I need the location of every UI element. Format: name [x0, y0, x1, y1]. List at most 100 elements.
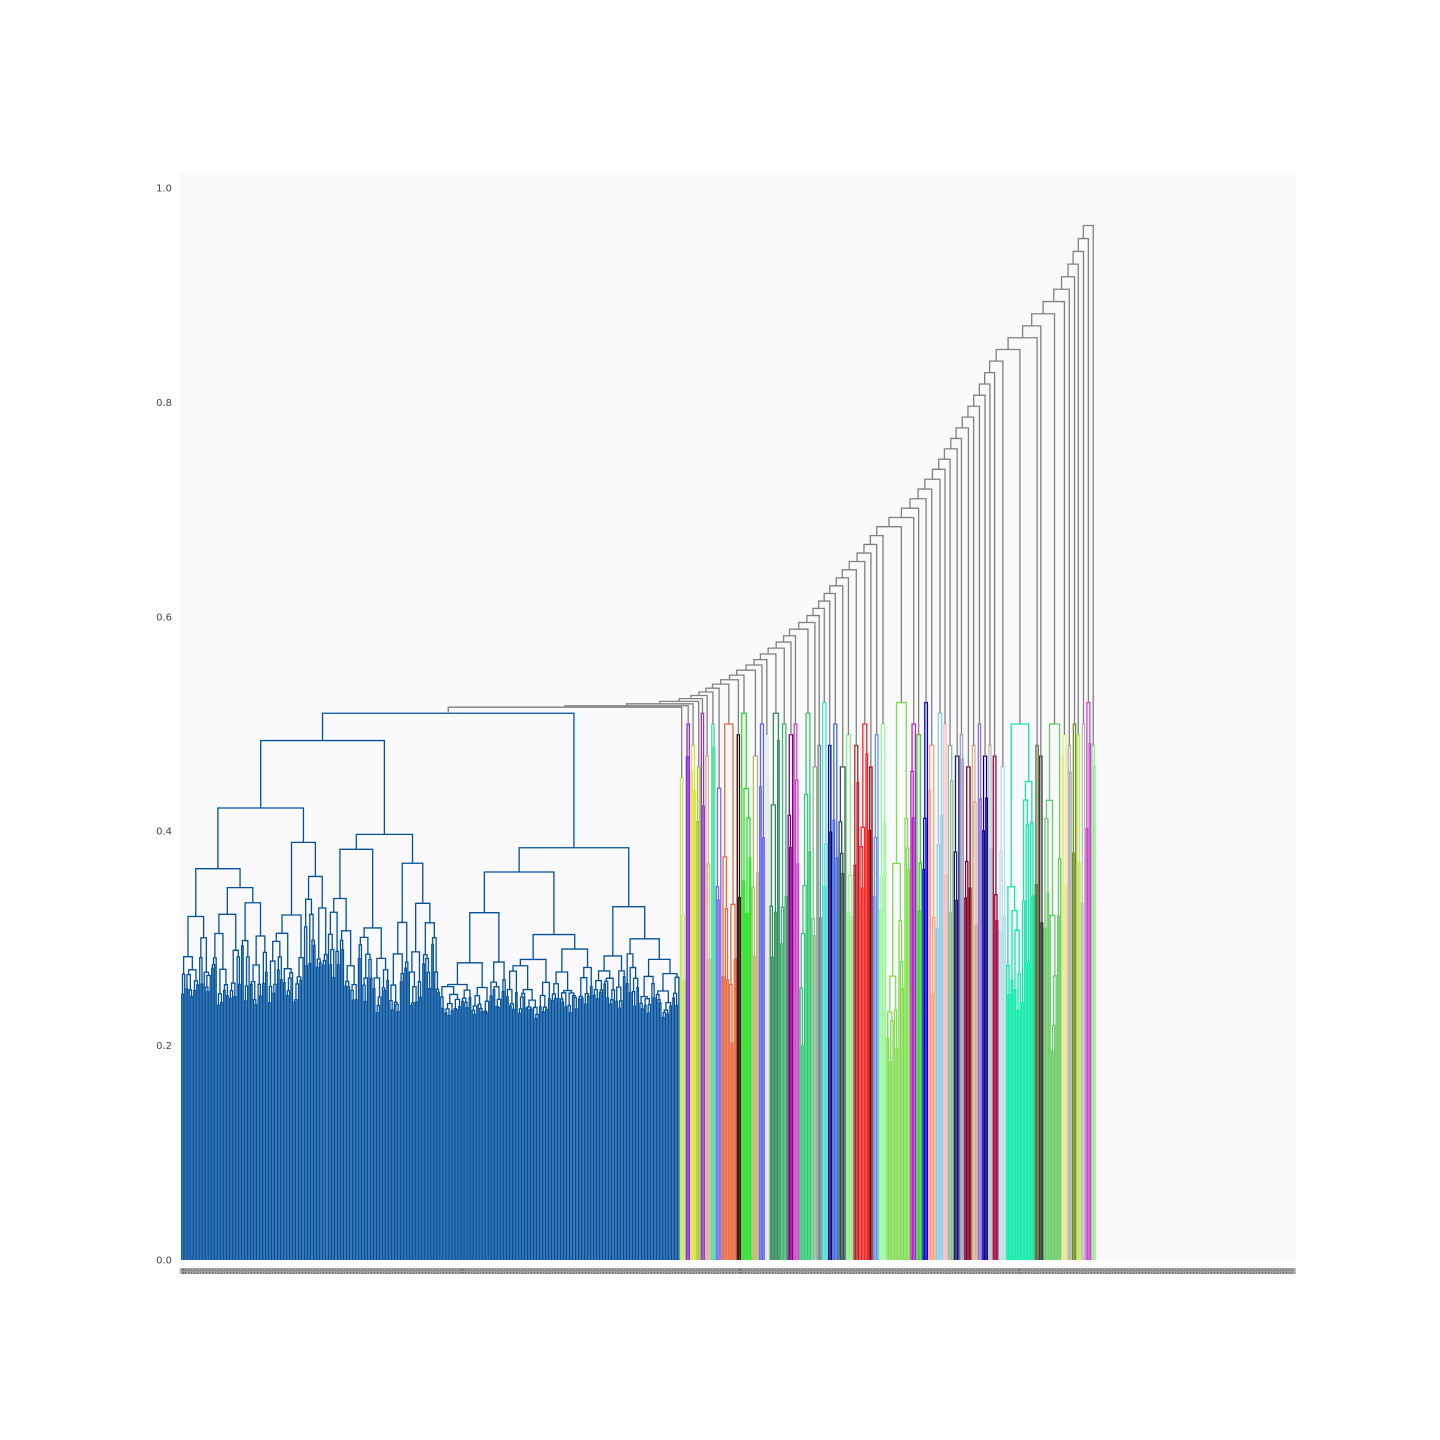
leaf-label-494: 00 [919, 1268, 925, 1274]
leaf-label-161: 00 [420, 1268, 426, 1274]
leaf-label-7: 00 [190, 1268, 196, 1274]
leaf-label-433: 00 [828, 1268, 834, 1274]
leaf-label-499: 00 [926, 1268, 932, 1274]
leaf-label-233: 00 [528, 1268, 534, 1274]
leaf-label-200: 00 [479, 1268, 485, 1274]
leaf-label-33: 00 [229, 1268, 235, 1274]
leaf-label-384: 00 [754, 1268, 760, 1274]
leaf-label-91: 00 [316, 1268, 322, 1274]
leaf-label-613: 00 [1097, 1268, 1103, 1274]
leaf-label-263: 00 [573, 1268, 579, 1274]
leaf-label-688: 00 [1209, 1268, 1215, 1274]
leaf-label-559: 00 [1016, 1268, 1022, 1274]
leaf-label-436: 00 [832, 1268, 838, 1274]
leaf-label-334: 00 [679, 1268, 685, 1274]
leaf-label-209: 00 [492, 1268, 498, 1274]
leaf-label-78: 00 [296, 1268, 302, 1274]
leaf-label-508: 00 [940, 1268, 946, 1274]
leaf-label-428: 00 [820, 1268, 826, 1274]
leaf-label-46: 00 [248, 1268, 254, 1274]
leaf-label-600: 00 [1078, 1268, 1084, 1274]
leaf-label-689: 00 [1211, 1268, 1217, 1274]
leaf-label-119: 00 [357, 1268, 363, 1274]
leaf-label-114: 00 [350, 1268, 356, 1274]
leaf-label-526: 00 [967, 1268, 973, 1274]
leaf-label-632: 00 [1126, 1268, 1132, 1274]
leaf-label-577: 00 [1043, 1268, 1049, 1274]
leaf-label-411: 00 [795, 1268, 801, 1274]
leaf-label-234: 00 [530, 1268, 536, 1274]
leaf-label-163: 00 [423, 1268, 429, 1274]
leaf-label-679: 00 [1196, 1268, 1202, 1274]
leaf-label-280: 00 [599, 1268, 605, 1274]
leaf-label-588: 00 [1060, 1268, 1066, 1274]
leaf-label-336: 00 [682, 1268, 688, 1274]
leaf-label-609: 00 [1091, 1268, 1097, 1274]
leaf-label-238: 00 [536, 1268, 542, 1274]
leaf-label-279: 00 [597, 1268, 603, 1274]
leaf-label-157: 00 [414, 1268, 420, 1274]
leaf-label-291: 00 [615, 1268, 621, 1274]
leaf-label-568: 00 [1030, 1268, 1036, 1274]
leaf-label-594: 00 [1069, 1268, 1075, 1274]
leaf-label-475: 00 [890, 1268, 896, 1274]
leaf-label-458: 00 [865, 1268, 871, 1274]
leaf-label-701: 00 [1229, 1268, 1235, 1274]
leaf-label-715: 00 [1250, 1268, 1256, 1274]
leaf-label-695: 00 [1220, 1268, 1226, 1274]
leaf-label-555: 00 [1010, 1268, 1016, 1274]
leaf-label-341: 00 [690, 1268, 696, 1274]
leaf-label-45: 00 [247, 1268, 253, 1274]
leaf-label-363: 00 [723, 1268, 729, 1274]
leaf-label-168: 00 [431, 1268, 437, 1274]
leaf-label-313: 00 [648, 1268, 654, 1274]
leaf-label-698: 00 [1224, 1268, 1230, 1274]
leaf-label-183: 00 [453, 1268, 459, 1274]
leaf-label-58: 00 [266, 1268, 272, 1274]
leaf-label-208: 00 [491, 1268, 497, 1274]
leaf-label-327: 00 [669, 1268, 675, 1274]
leaf-label-287: 00 [609, 1268, 615, 1274]
leaf-label-147: 00 [399, 1268, 405, 1274]
leaf-label-693: 00 [1217, 1268, 1223, 1274]
leaf-label-357: 00 [714, 1268, 720, 1274]
leaf-label-354: 00 [709, 1268, 715, 1274]
leaf-label-449: 00 [852, 1268, 858, 1274]
leaf-label-702: 00 [1230, 1268, 1236, 1274]
leaf-label-597: 00 [1073, 1268, 1079, 1274]
leaf-label-167: 00 [429, 1268, 435, 1274]
leaf-label-88: 00 [311, 1268, 317, 1274]
leaf-label-283: 00 [603, 1268, 609, 1274]
leaf-label-70: 00 [284, 1268, 290, 1274]
leaf-label-50: 00 [254, 1268, 260, 1274]
leaf-label-516: 00 [952, 1268, 958, 1274]
leaf-label-639: 00 [1136, 1268, 1142, 1274]
leaf-label-721: 00 [1259, 1268, 1265, 1274]
leaf-label-218: 00 [506, 1268, 512, 1274]
leaf-label-647: 00 [1148, 1268, 1154, 1274]
leaf-label-241: 00 [540, 1268, 546, 1274]
leaf-label-16: 00 [203, 1268, 209, 1274]
leaf-label-558: 00 [1015, 1268, 1021, 1274]
leaf-label-100: 00 [329, 1268, 335, 1274]
leaf-label-250: 00 [554, 1268, 560, 1274]
leaf-label-205: 00 [486, 1268, 492, 1274]
leaf-label-649: 00 [1151, 1268, 1157, 1274]
leaf-label-443: 00 [843, 1268, 849, 1274]
leaf-label-267: 00 [579, 1268, 585, 1274]
leaf-label-145: 00 [396, 1268, 402, 1274]
leaf-label-38: 00 [236, 1268, 242, 1274]
leaf-label-518: 00 [955, 1268, 961, 1274]
leaf-label-361: 00 [720, 1268, 726, 1274]
leaf-label-393: 00 [768, 1268, 774, 1274]
leaf-label-55: 00 [262, 1268, 268, 1274]
leaf-label-611: 00 [1094, 1268, 1100, 1274]
leaf-label-514: 00 [949, 1268, 955, 1274]
leaf-label-36: 00 [233, 1268, 239, 1274]
leaf-label-478: 00 [895, 1268, 901, 1274]
leaf-label-520: 00 [958, 1268, 964, 1274]
leaf-label-51: 00 [256, 1268, 262, 1274]
leaf-label-566: 00 [1027, 1268, 1033, 1274]
leaf-label-265: 00 [576, 1268, 582, 1274]
leaf-label-120: 00 [359, 1268, 365, 1274]
